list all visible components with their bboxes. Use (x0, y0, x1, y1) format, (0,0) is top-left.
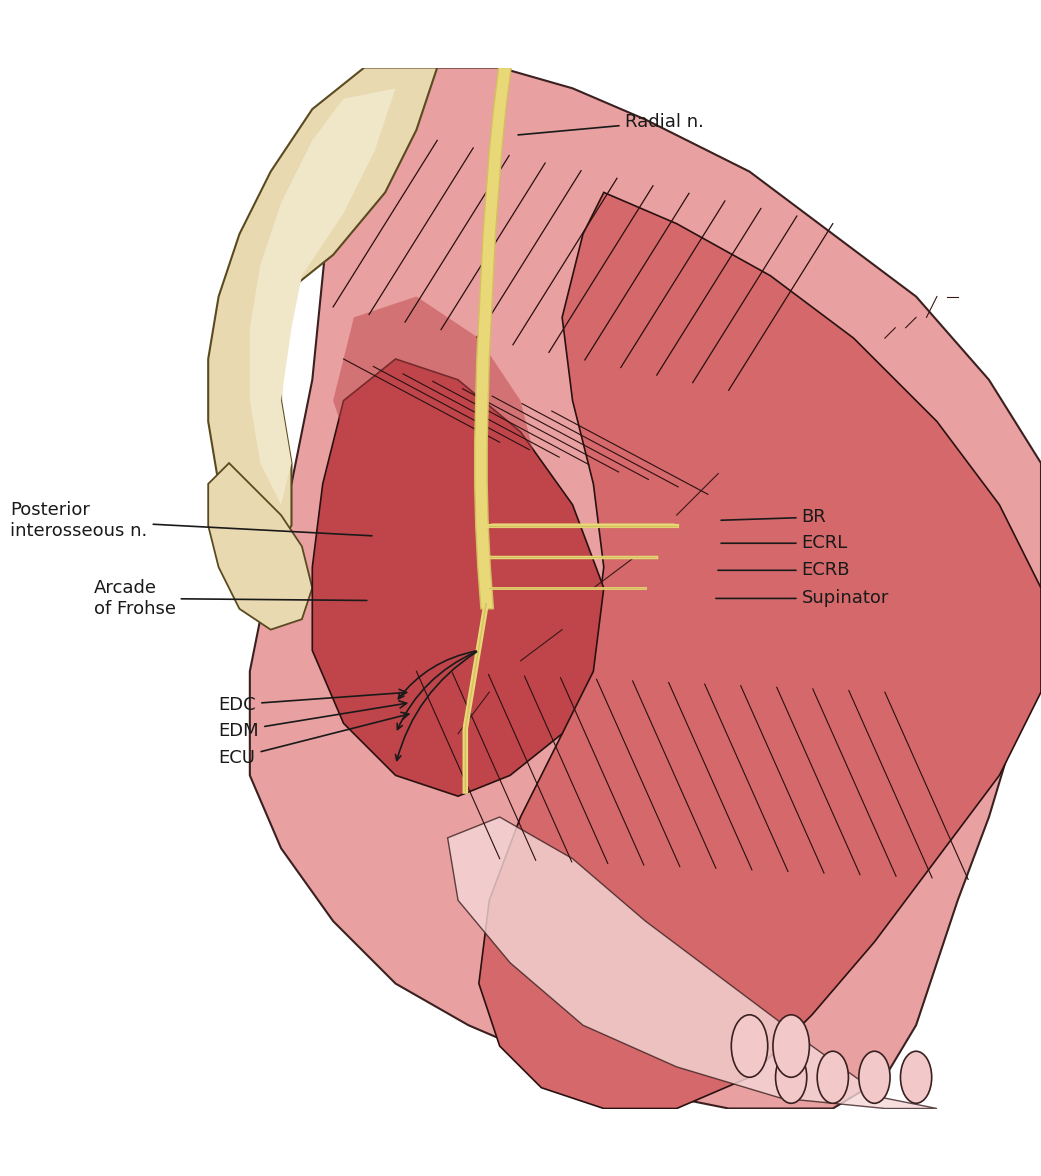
Text: ECRB: ECRB (718, 561, 850, 580)
Polygon shape (475, 67, 511, 609)
Ellipse shape (817, 1051, 848, 1103)
Text: ECRL: ECRL (721, 534, 847, 553)
Text: ECU: ECU (219, 713, 409, 767)
Ellipse shape (772, 1015, 810, 1077)
Ellipse shape (776, 1051, 807, 1103)
Polygon shape (250, 67, 1041, 1109)
Polygon shape (208, 463, 312, 629)
Text: Arcade
of Frohse: Arcade of Frohse (94, 579, 366, 617)
Ellipse shape (900, 1051, 932, 1103)
Polygon shape (208, 67, 437, 556)
Polygon shape (312, 359, 604, 796)
Text: Posterior
interosseous n.: Posterior interosseous n. (10, 501, 372, 540)
Text: Radial n.: Radial n. (518, 113, 704, 135)
Text: Supinator: Supinator (716, 589, 889, 608)
Ellipse shape (859, 1051, 890, 1103)
Text: BR: BR (721, 508, 827, 526)
Polygon shape (333, 296, 541, 567)
Polygon shape (448, 817, 937, 1109)
Polygon shape (479, 193, 1041, 1109)
Text: EDM: EDM (219, 701, 407, 740)
Polygon shape (250, 88, 396, 505)
Text: EDC: EDC (219, 689, 407, 714)
Ellipse shape (731, 1015, 767, 1077)
